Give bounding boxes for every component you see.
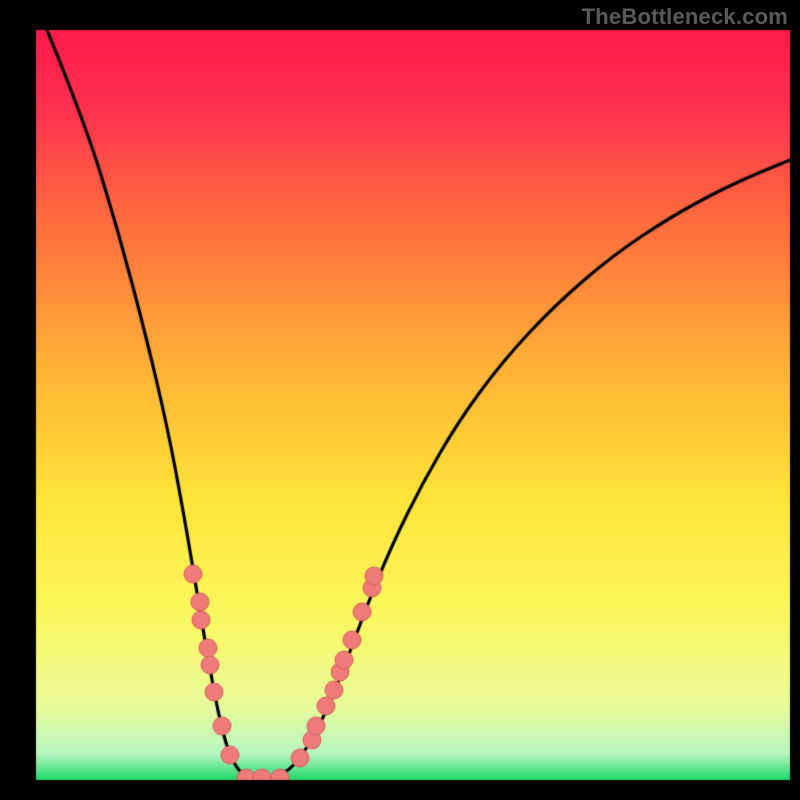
watermark-text: TheBottleneck.com [582,4,788,30]
bottleneck-chart [0,0,800,800]
